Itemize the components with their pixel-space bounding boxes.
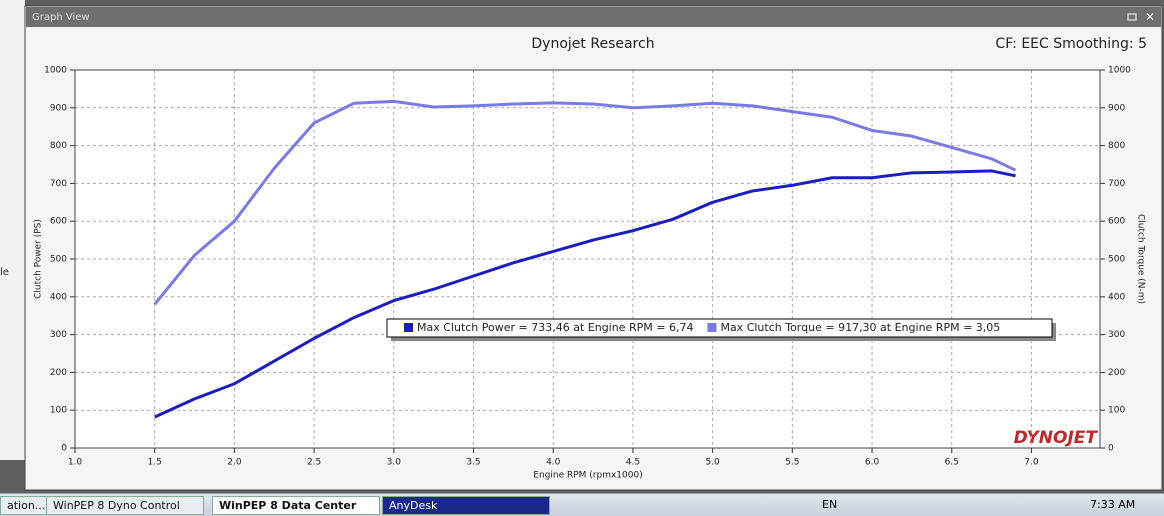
y-tick-label: 800 — [50, 141, 67, 151]
x-tick-label: 1.0 — [68, 458, 83, 468]
title-bar — [26, 7, 1161, 27]
legend-label: Max Clutch Power = 733,46 at Engine RPM … — [417, 321, 693, 334]
x-tick-label: 5.0 — [705, 458, 720, 468]
y2-tick-label: 100 — [1108, 406, 1125, 416]
y-tick-label: 900 — [50, 103, 67, 113]
clock[interactable]: 7:33 AM — [1090, 498, 1136, 511]
legend-label: Max Clutch Torque = 917,30 at Engine RPM… — [720, 321, 1000, 334]
y2-tick-label: 200 — [1108, 368, 1125, 378]
x-tick-label: 2.5 — [307, 458, 321, 468]
y2-axis-label: Clutch Torque (N-m) — [1136, 214, 1146, 304]
x-tick-label: 4.0 — [546, 458, 561, 468]
x-tick-label: 3.0 — [387, 458, 402, 468]
x-tick-label: 6.0 — [865, 458, 880, 468]
task-item[interactable]: WinPEP 8 Dyno Control — [46, 496, 204, 515]
task-item[interactable]: AnyDesk — [382, 496, 550, 515]
legend-swatch — [707, 323, 717, 332]
legend — [386, 318, 1053, 338]
chart-subtitle: CF: EEC Smoothing: 5 — [995, 36, 1147, 52]
side-text: le — [0, 267, 9, 278]
restore-button[interactable] — [1127, 13, 1137, 21]
y-tick-label: 300 — [50, 330, 67, 340]
chart-title: Dynojet Research — [531, 36, 654, 52]
close-button[interactable]: × — [1145, 10, 1155, 24]
y2-tick-label: 500 — [1108, 255, 1125, 265]
y-tick-label: 100 — [50, 406, 67, 416]
y2-tick-label: 1000 — [1108, 66, 1131, 76]
y-tick-label: 1000 — [44, 66, 67, 76]
y2-tick-label: 900 — [1108, 103, 1125, 113]
x-tick-label: 2.0 — [227, 458, 242, 468]
chart: le Graph View × Dynojet Research CF: EEC… — [0, 0, 1164, 493]
y-tick-label: 400 — [50, 292, 67, 302]
y2-tick-label: 700 — [1108, 179, 1125, 189]
x-tick-label: 4.5 — [626, 458, 640, 468]
series-line — [153, 99, 1017, 306]
plot-frame — [74, 69, 1101, 449]
y2-tick-label: 400 — [1108, 292, 1125, 302]
x-tick-label: 3.5 — [466, 458, 480, 468]
x-tick-label: 6.5 — [945, 458, 959, 468]
taskbar: ation... WinPEP 8 Dyno Control WinPEP 8 … — [0, 493, 1164, 516]
x-axis-label: Engine RPM (rpmx1000) — [533, 471, 642, 481]
y-tick-label: 500 — [50, 255, 67, 265]
y-tick-label: 0 — [61, 444, 67, 454]
task-item[interactable]: WinPEP 8 Data Center — [212, 496, 380, 515]
window-title: Graph View — [32, 12, 90, 23]
side-panel — [0, 0, 25, 460]
x-tick-label: 5.5 — [785, 458, 799, 468]
y-tick-label: 600 — [50, 217, 67, 227]
y-tick-label: 200 — [50, 368, 67, 378]
language[interactable]: EN — [822, 498, 838, 511]
legend-swatch — [404, 323, 413, 332]
series-line — [154, 169, 1016, 419]
y2-tick-label: 300 — [1108, 330, 1125, 340]
logo: DYNOJET — [1014, 428, 1099, 448]
y2-tick-label: 600 — [1108, 217, 1125, 227]
y2-tick-label: 800 — [1108, 141, 1125, 151]
x-tick-label: 1.5 — [148, 458, 162, 468]
y-axis-label: Clutch Power (PS) — [34, 219, 44, 299]
x-tick-label: 7.0 — [1024, 458, 1039, 468]
y-tick-label: 700 — [50, 179, 67, 189]
y2-tick-label: 0 — [1108, 444, 1114, 454]
task-item[interactable]: ation... — [0, 496, 48, 515]
